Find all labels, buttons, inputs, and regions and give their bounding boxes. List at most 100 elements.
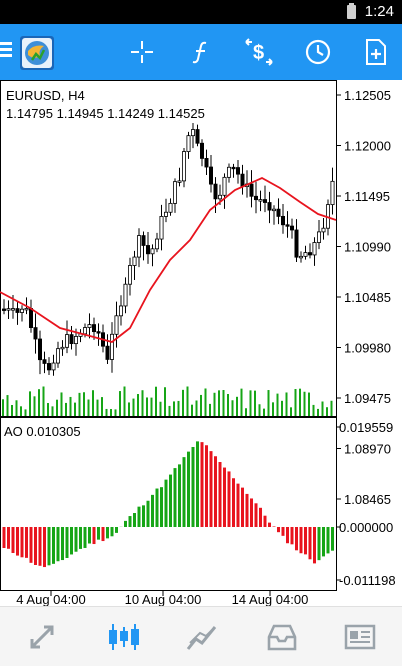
candle-body [15, 308, 20, 313]
candle-body [42, 359, 47, 364]
quotes-icon[interactable] [22, 617, 62, 657]
candle-body [38, 338, 43, 361]
candle-body [280, 215, 285, 226]
chart-ohlc-values: 1.14795 1.14945 1.14249 1.14525 [6, 106, 205, 121]
candle-body [60, 346, 65, 350]
candle-body [285, 224, 290, 227]
new-order-icon[interactable] [356, 32, 396, 72]
candle-body [141, 235, 146, 246]
candle-body [253, 195, 258, 201]
function-icon[interactable] [181, 32, 221, 72]
candle-body [83, 327, 88, 335]
battery-icon [347, 3, 356, 19]
chart-icon[interactable] [104, 617, 144, 657]
candle-body [307, 252, 312, 256]
candle-body [240, 173, 245, 188]
candle-body [87, 324, 92, 328]
status-bar: 1:24 [0, 0, 402, 24]
main-chart-area[interactable]: 1.12505 1.12000 1.11495 1.10990 1.10485 1.099… [0, 80, 402, 606]
candle-body [150, 248, 155, 255]
ao-tick-label: 0.000000 [339, 520, 393, 535]
toolbar: $ [0, 24, 402, 80]
menu-icon[interactable] [0, 42, 12, 60]
candle-body [47, 363, 52, 371]
svg-text:$: $ [253, 42, 264, 64]
candle-body [24, 308, 29, 311]
price-tick-label: 1.09475 [344, 391, 391, 406]
candle-body [298, 255, 303, 259]
candle-body [10, 308, 15, 311]
candle-body [186, 135, 191, 152]
candle-body [163, 211, 168, 217]
candle-body [51, 362, 56, 371]
candle-body [172, 181, 177, 204]
main-plot-frame [0, 80, 337, 417]
candle-body [226, 166, 231, 178]
app-logo[interactable] [20, 36, 54, 70]
candle-body [127, 265, 132, 285]
candle-body [208, 166, 213, 185]
history-icon[interactable] [262, 617, 302, 657]
candle-body [231, 166, 236, 170]
candle-body [294, 229, 299, 258]
candle-body [114, 315, 119, 335]
candle-body [28, 308, 33, 328]
candle-body [217, 194, 222, 200]
candle-body [258, 199, 263, 202]
candle-body [181, 151, 186, 182]
price-tick-label: 1.12000 [344, 139, 391, 154]
candle-body [154, 238, 159, 250]
candle-body [213, 183, 218, 200]
candle-body [195, 129, 200, 144]
candle-body [330, 180, 335, 206]
candle-body [321, 227, 326, 233]
news-icon[interactable] [340, 617, 380, 657]
price-tick-label: 1.11495 [344, 189, 390, 204]
candle-body [119, 305, 124, 317]
candle-body [19, 308, 24, 313]
price-tick-label: 1.10485 [344, 290, 391, 305]
price-tick-label: 1.08465 [344, 492, 391, 507]
candle-body [177, 180, 182, 183]
candle-body [262, 199, 267, 203]
candle-body [276, 208, 281, 217]
candle-body [136, 235, 141, 258]
candle-body [96, 331, 101, 334]
candle-body [56, 348, 61, 364]
candle-body [65, 334, 70, 348]
candle-body [92, 324, 97, 333]
trade-dollar-icon[interactable]: $ [239, 32, 279, 72]
candle-body [33, 327, 38, 340]
chart-symbol-title: EURUSD, H4 [6, 88, 85, 103]
candle-body [190, 129, 195, 137]
trade-icon[interactable] [182, 617, 222, 657]
candle-body [2, 308, 7, 311]
ao-plot-frame [0, 417, 337, 591]
status-time: 1:24 [364, 3, 394, 20]
price-tick-label: 1.08970 [344, 442, 391, 457]
clock-icon[interactable] [298, 32, 338, 72]
candle-body [199, 142, 204, 159]
candle-body [123, 283, 128, 307]
price-tick-label: 1.10990 [344, 240, 391, 255]
candle-body [312, 242, 317, 256]
price-tick-label: 1.09980 [344, 341, 391, 356]
bottom-nav [0, 606, 402, 666]
candle-body [145, 245, 150, 255]
candle-body [271, 208, 276, 212]
candle-body [6, 308, 11, 311]
ao-indicator-label: AO 0.010305 [4, 424, 81, 439]
candle-body [249, 183, 254, 197]
candle-body [74, 336, 79, 345]
time-tick-label: 4 Aug 04:00 [16, 592, 85, 606]
crosshair-icon[interactable] [122, 32, 162, 72]
price-tick-label: 1.12505 [344, 88, 391, 103]
candle-body [303, 252, 308, 257]
candle-body [204, 158, 209, 168]
candle-body [132, 256, 137, 266]
chart-canvas[interactable]: 1.12505 1.12000 1.11495 1.10990 1.10485 1.099… [0, 80, 402, 606]
candle-body [289, 225, 294, 231]
candle-body [110, 333, 115, 360]
candle-body [105, 345, 110, 360]
candle-body [267, 202, 272, 211]
